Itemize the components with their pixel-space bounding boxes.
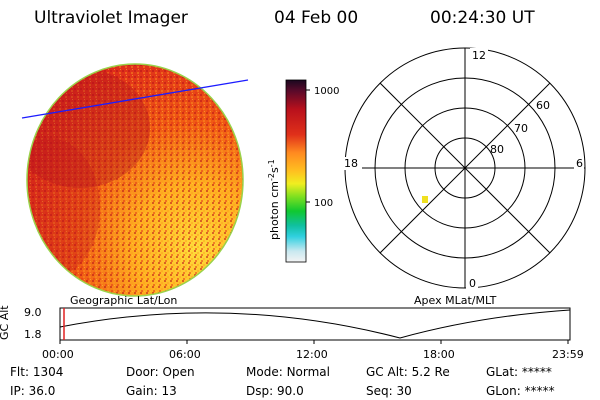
mlat-label-70: 70 xyxy=(514,122,528,135)
colorbar-tick-100: 100 xyxy=(314,198,333,209)
header-time: 00:24:30 UT xyxy=(430,8,535,28)
time-tick-3: 18:00 xyxy=(423,348,455,361)
orbit-right-label: Apex MLat/MLT xyxy=(414,294,497,307)
mlt-label-6: 6 xyxy=(576,157,583,170)
gc-alt-label: GC Alt: xyxy=(366,365,408,379)
uv-image xyxy=(21,63,249,297)
status-mode: Mode: Normal xyxy=(246,365,330,379)
mode-value: Normal xyxy=(286,365,330,379)
status-gain: Gain: 13 xyxy=(126,384,177,398)
status-glon: GLon: ***** xyxy=(486,384,555,398)
status-glat: GLat: ***** xyxy=(486,365,552,379)
gc-alt-axis-title: GC Alt xyxy=(0,305,11,340)
glat-label: GLat: xyxy=(486,365,519,379)
orbit-strip: GC Alt 9.0 1.8 00:00 06:00 12:00 18:00 2… xyxy=(0,305,584,361)
door-value: Open xyxy=(162,365,195,379)
time-tick-0: 00:00 xyxy=(42,348,74,361)
mlt-label-12: 12 xyxy=(472,49,486,62)
flt-label: Flt: xyxy=(10,365,29,379)
glat-value: ***** xyxy=(521,365,552,379)
time-tick-2: 12:00 xyxy=(296,348,328,361)
header-date: 04 Feb 00 xyxy=(274,8,359,28)
polar-plot: 12 0 18 6 60 70 80 xyxy=(342,47,586,290)
mlat-label-80: 80 xyxy=(490,143,504,156)
orbit-altitude-curve xyxy=(59,309,571,339)
app-title: Ultraviolet Imager xyxy=(34,8,188,28)
gain-label: Gain: xyxy=(126,384,158,398)
dsp-value: 90.0 xyxy=(276,384,304,398)
gain-value: 13 xyxy=(161,384,177,398)
gc-alt-top: 9.0 xyxy=(24,306,42,319)
gc-alt-value: 5.2 Re xyxy=(411,365,450,379)
seq-label: Seq: xyxy=(366,384,393,398)
seq-value: 30 xyxy=(396,384,412,398)
gc-alt-bottom: 1.8 xyxy=(24,328,42,341)
colorbar: 1000 100 photon cm-2s-1 xyxy=(267,79,339,263)
time-tick-1: 06:00 xyxy=(169,348,201,361)
colorbar-unit: photon cm-2s-1 xyxy=(267,159,281,240)
status-seq: Seq: 30 xyxy=(366,384,412,398)
orbit-frame xyxy=(59,307,571,341)
flt-value: 1304 xyxy=(32,365,64,379)
time-tick-4: 23:59 xyxy=(552,348,584,361)
mlt-label-0: 0 xyxy=(469,277,476,290)
glon-value: ***** xyxy=(524,384,555,398)
status-ip: IP: 36.0 xyxy=(10,384,55,398)
orbit-left-label: Geographic Lat/Lon xyxy=(70,294,178,307)
ip-label: IP: xyxy=(10,384,25,398)
colorbar-tick-1000: 1000 xyxy=(314,86,339,97)
status-gc-alt: GC Alt: 5.2 Re xyxy=(366,365,450,379)
dsp-label: Dsp: xyxy=(246,384,274,398)
mlat-label-60: 60 xyxy=(536,99,550,112)
door-label: Door: xyxy=(126,365,159,379)
track-line xyxy=(21,79,249,119)
status-dsp: Dsp: 90.0 xyxy=(246,384,304,398)
status-flt: Flt: 1304 xyxy=(10,365,63,379)
mlt-label-18: 18 xyxy=(344,157,358,170)
status-door: Door: Open xyxy=(126,365,195,379)
disk-edge xyxy=(26,63,244,297)
ip-value: 36.0 xyxy=(28,384,56,398)
glon-label: GLon: xyxy=(486,384,521,398)
mode-label: Mode: xyxy=(246,365,283,379)
position-marker xyxy=(422,196,428,203)
